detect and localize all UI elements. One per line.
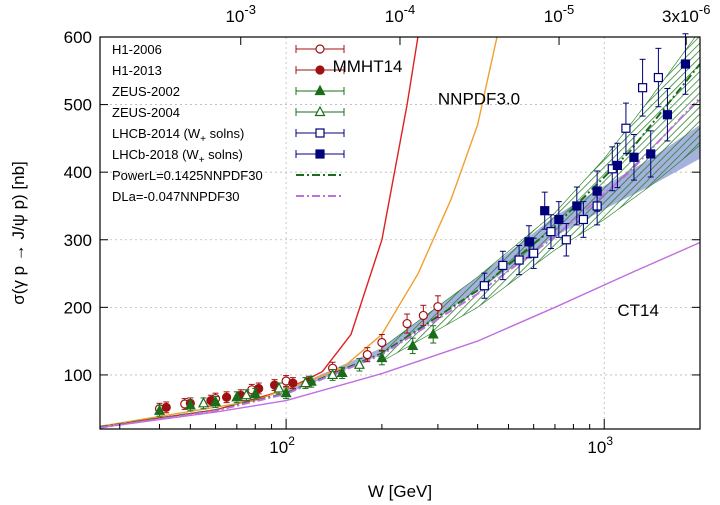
point-lhcb-2018-w-solns- (612, 160, 623, 171)
legend-marker (314, 84, 326, 96)
point-h1-2013 (221, 392, 232, 402)
point-lhcb-2014-w-solns- (546, 227, 556, 237)
x-tick-label: 102 (269, 434, 295, 457)
data-points (154, 33, 691, 417)
point-lhcb-2018-w-solns- (592, 186, 602, 196)
legend: H1-2006 H1-2013 ZEUS-2002 ZEUS-2004 LHCB-201… (112, 42, 345, 204)
top-tick-label: 10-4 (385, 2, 415, 26)
point-lhcb-2014-w-solns- (498, 260, 508, 271)
plot-frame (99, 36, 701, 430)
grid (100, 36, 700, 429)
legend-marker (315, 128, 325, 138)
curve-nnpdf3-0 (100, 37, 498, 427)
legend-entry-label: H1-2006 (112, 42, 162, 57)
y-tick-label: 100 (64, 366, 92, 385)
point-h1-2006 (433, 302, 443, 312)
legend-entry-label: DLa=-0.047NNPDF30 (112, 189, 240, 204)
point-lhcb-2014-w-solns- (637, 83, 648, 93)
point-zeus-2002 (407, 339, 419, 350)
curve-label-ct14: CT14 (617, 301, 659, 320)
bands (286, 37, 700, 394)
top-tick-label: 10-5 (544, 2, 574, 26)
point-zeus-2004 (327, 368, 339, 380)
x-tick-label: 103 (587, 434, 613, 457)
point-lhcb-2018-w-solns- (540, 206, 550, 216)
point-zeus-2002 (231, 390, 243, 402)
x-axis-label: W [GeV] (368, 482, 432, 501)
point-h1-2006 (362, 350, 372, 360)
point-lhcb-2018-w-solns- (572, 201, 582, 211)
point-zeus-2002 (376, 351, 388, 363)
top-tick-label: 3x10-6 (662, 2, 710, 26)
point-zeus-2002 (184, 399, 196, 410)
point-lhcb-2014-w-solns- (479, 281, 489, 291)
y-tick-label: 200 (64, 298, 92, 317)
point-zeus-2002 (154, 404, 166, 415)
point-h1-2013 (288, 378, 298, 388)
curve-dla-0-047nnpdf30 (100, 97, 700, 429)
point-lhcb-2018-w-solns- (646, 149, 656, 159)
point-h1-2006 (377, 337, 387, 348)
legend-marker (315, 65, 325, 75)
point-lhcb-2018-w-solns- (554, 214, 564, 225)
curve-powerl-0-1425nnpdf30 (100, 63, 700, 428)
top-tick-label: 10-3 (225, 2, 255, 26)
legend-marker (314, 105, 326, 117)
point-lhcb-2014-w-solns- (561, 235, 571, 245)
point-lhcb-2018-w-solns- (662, 110, 673, 120)
curve-ct14 (100, 241, 700, 429)
point-lhcb-2014-w-solns- (653, 72, 663, 83)
point-zeus-2004 (353, 358, 365, 369)
y-tick-label: 500 (64, 96, 92, 115)
point-lhcb-2014-w-solns- (514, 255, 524, 265)
point-lhcb-2018-w-solns- (629, 152, 639, 162)
point-lhcb-2018-w-solns- (680, 59, 691, 69)
y-tick-label: 600 (64, 28, 92, 47)
point-zeus-2002 (336, 366, 348, 378)
point-h1-2006 (402, 318, 412, 329)
legend-marker (315, 149, 325, 159)
point-zeus-2004 (299, 376, 311, 388)
legend-marker (315, 44, 325, 54)
point-zeus-2004 (198, 397, 210, 408)
point-zeus-2004 (240, 388, 252, 400)
y-tick-label: 400 (64, 163, 92, 182)
point-zeus-2002 (305, 375, 317, 386)
curve-label-nnpdf3-0: NNPDF3.0 (438, 90, 520, 109)
y-tick-label: 300 (64, 231, 92, 250)
point-lhcb-2014-w-solns- (529, 248, 539, 258)
point-zeus-2004 (273, 382, 285, 393)
y-axis-label: σ(γ p → J/ψ p) [nb] (9, 161, 28, 305)
green-hatched-band (381, 37, 700, 362)
point-lhcb-2018-w-solns- (524, 237, 534, 247)
legend-entry-label: LHCB-2014 (W+ solns) (112, 126, 244, 145)
point-zeus-2002 (427, 328, 439, 339)
legend-entry-label: LHCb-2018 (W+ solns) (112, 147, 243, 166)
legend-entry-label: ZEUS-2004 (112, 105, 180, 120)
point-zeus-2002 (249, 387, 261, 398)
point-zeus-2002 (210, 395, 222, 407)
legend-entry-label: PowerL=0.1425NNPDF30 (112, 168, 263, 183)
point-h1-2006 (418, 310, 428, 321)
legend-entry-label: ZEUS-2002 (112, 84, 180, 99)
legend-entry-label: H1-2013 (112, 63, 162, 78)
point-lhcb-2014-w-solns- (621, 123, 631, 133)
curve-label-mmht14: MMHT14 (333, 57, 403, 76)
curve-labels: MMHT14 NNPDF3.0 CT14 (333, 57, 659, 320)
point-lhcb-2014-w-solns- (578, 214, 588, 225)
point-h1-2013 (161, 402, 171, 412)
